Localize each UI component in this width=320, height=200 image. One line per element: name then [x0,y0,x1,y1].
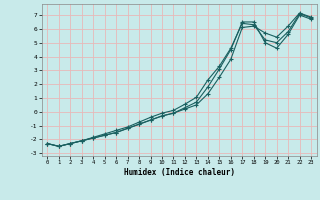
X-axis label: Humidex (Indice chaleur): Humidex (Indice chaleur) [124,168,235,177]
